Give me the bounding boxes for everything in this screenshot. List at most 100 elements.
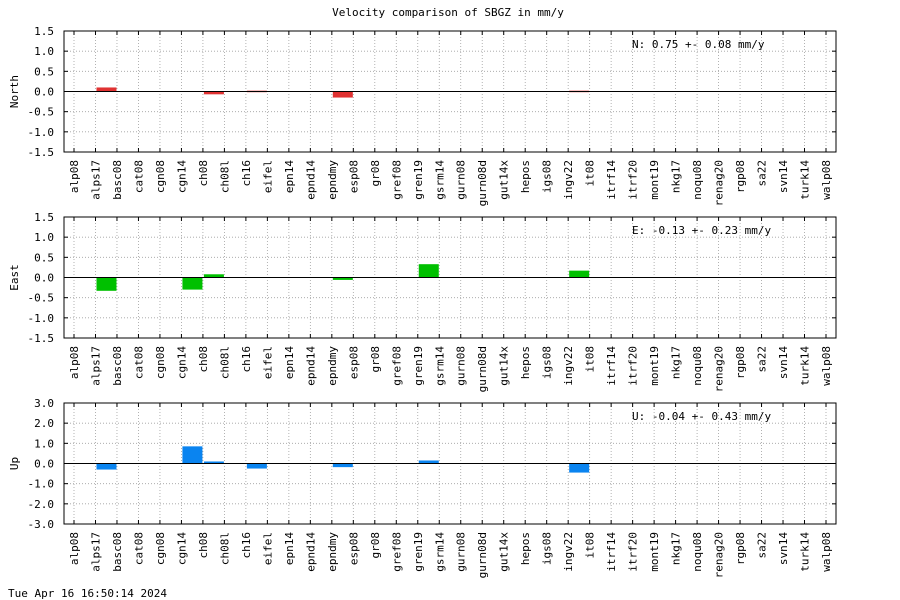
y-tick-label: -1.0 <box>28 312 55 325</box>
x-tick-label: gurn08 <box>455 160 468 200</box>
x-tick-label: nkg17 <box>670 160 683 193</box>
x-tick-label: cgn14 <box>175 532 188 565</box>
y-tick-label: 1.0 <box>34 45 54 58</box>
chart-panels: 1.5 1.0 0.5 0.0 -0.5 -1.0 -1.5 alp08 alps17 basc0… <box>8 25 837 578</box>
x-tick-label: cgn08 <box>154 160 167 193</box>
x-tick-label: epnd14 <box>304 532 317 572</box>
y-tick-label: -0.5 <box>28 106 55 119</box>
x-tick-label: gren19 <box>412 532 425 572</box>
x-tick-label: gut14x <box>498 160 511 200</box>
x-tick-label: basc08 <box>111 160 124 200</box>
x-tick-label: rgp08 <box>734 346 747 379</box>
bar-epndmy <box>332 91 353 98</box>
x-tick-label: cgn08 <box>154 532 167 565</box>
x-tick-label: walp08 <box>820 532 833 572</box>
x-tick-label: renag20 <box>713 532 726 578</box>
x-tick-label: cgn08 <box>154 346 167 379</box>
x-tick-label: esp08 <box>347 532 360 565</box>
y-tick-label: 0.5 <box>34 251 54 264</box>
plot-frame <box>63 30 837 153</box>
plot-frame <box>63 402 837 525</box>
x-tick-label: gr08 <box>369 532 382 559</box>
x-tick-label: svn14 <box>777 346 790 379</box>
x-tick-label: hepos <box>519 346 532 379</box>
panel-up: 3.0 2.0 1.0 0.0 -1.0 -2.0 -3.0 alp08 alps17 basc0… <box>8 397 837 578</box>
x-tick-label: it08 <box>584 160 597 187</box>
bar-gren19 <box>418 460 439 464</box>
x-tick-label: renag20 <box>713 160 726 206</box>
y-axis-label: Up <box>8 457 21 470</box>
x-tick-label: itrf20 <box>627 532 640 572</box>
x-tick-label: mont19 <box>648 160 661 200</box>
y-tick-label: 3.0 <box>34 397 54 410</box>
x-tick-label: sa22 <box>756 346 769 373</box>
x-tick-label: rgp08 <box>734 160 747 193</box>
x-tick-label: svn14 <box>777 532 790 565</box>
x-tick-label: epndmy <box>326 346 339 386</box>
y-tick-label: 1.0 <box>34 437 54 450</box>
x-tick-label: turk14 <box>799 160 812 200</box>
bar-gren19 <box>418 264 439 278</box>
x-tick-label: cgn14 <box>175 346 188 379</box>
x-tick-label: alps17 <box>89 532 102 572</box>
bar-ingv22 <box>569 270 590 278</box>
y-tick-label: 0.0 <box>34 458 54 471</box>
velocity-annotation: U: -0.04 +- 0.43 mm/y <box>632 410 771 423</box>
x-tick-label: ingv22 <box>562 346 575 386</box>
y-tick-label: -2.0 <box>28 498 55 511</box>
x-tick-label: ch08l <box>218 346 231 379</box>
panel-north: 1.5 1.0 0.5 0.0 -0.5 -1.0 -1.5 alp08 alps17 basc0… <box>8 25 837 206</box>
bar-ch16 <box>246 463 267 469</box>
x-tick-label: sa22 <box>756 160 769 187</box>
x-tick-label: ch16 <box>240 160 253 187</box>
y-tick-label: 1.5 <box>34 211 54 224</box>
x-tick-label: sa22 <box>756 532 769 559</box>
y-tick-label: -3.0 <box>28 518 55 531</box>
bar-ingv22 <box>569 463 590 473</box>
y-tick-label: -1.5 <box>28 146 55 159</box>
x-tick-label: nkg17 <box>670 346 683 379</box>
x-tick-label: epndmy <box>326 532 339 572</box>
velocity-annotation: E: -0.13 +- 0.23 mm/y <box>632 224 771 237</box>
x-tick-label: cat08 <box>132 532 145 565</box>
x-tick-label: ch16 <box>240 532 253 559</box>
x-tick-label: basc08 <box>111 346 124 386</box>
bar-alps17 <box>96 87 117 92</box>
x-tick-label: gurn08d <box>476 532 489 578</box>
x-tick-label: renag20 <box>713 346 726 392</box>
x-tick-label: igs08 <box>541 160 554 193</box>
timestamp: Tue Apr 16 16:50:14 2024 <box>8 587 167 600</box>
x-tick-label: eifel <box>261 346 274 379</box>
x-tick-label: esp08 <box>347 346 360 379</box>
x-tick-label: gut14x <box>498 532 511 572</box>
bar-epndmy <box>332 463 353 468</box>
panel-east: 1.5 1.0 0.5 0.0 -0.5 -1.0 -1.5 alp08 alps17 basc0… <box>8 211 837 392</box>
y-tick-label: 0.0 <box>34 272 54 285</box>
x-tick-label: gurn08 <box>455 346 468 386</box>
x-tick-label: alps17 <box>89 346 102 386</box>
x-tick-label: alps17 <box>89 160 102 200</box>
x-tick-label: itrf20 <box>627 160 640 200</box>
x-tick-label: mont19 <box>648 532 661 572</box>
plot-frame <box>63 216 837 339</box>
x-tick-label: epn14 <box>283 160 296 193</box>
x-tick-label: itrf14 <box>605 160 618 200</box>
x-tick-label: noqu08 <box>691 532 704 572</box>
y-tick-label: -0.5 <box>28 292 55 305</box>
bar-ch08 <box>203 91 224 95</box>
x-tick-label: igs08 <box>541 346 554 379</box>
y-axis-label: North <box>8 75 21 108</box>
x-tick-label: ch08l <box>218 160 231 193</box>
bar-alps17 <box>96 277 117 291</box>
x-tick-label: itrf14 <box>605 532 618 572</box>
x-tick-label: gr08 <box>369 346 382 373</box>
y-tick-label: 2.0 <box>34 417 54 430</box>
x-tick-label: turk14 <box>799 532 812 572</box>
x-tick-label: walp08 <box>820 160 833 200</box>
y-tick-label: -1.0 <box>28 478 55 491</box>
x-tick-label: gr08 <box>369 160 382 187</box>
x-tick-label: epn14 <box>283 346 296 379</box>
x-tick-label: ch08l <box>218 532 231 565</box>
x-tick-label: mont19 <box>648 346 661 386</box>
